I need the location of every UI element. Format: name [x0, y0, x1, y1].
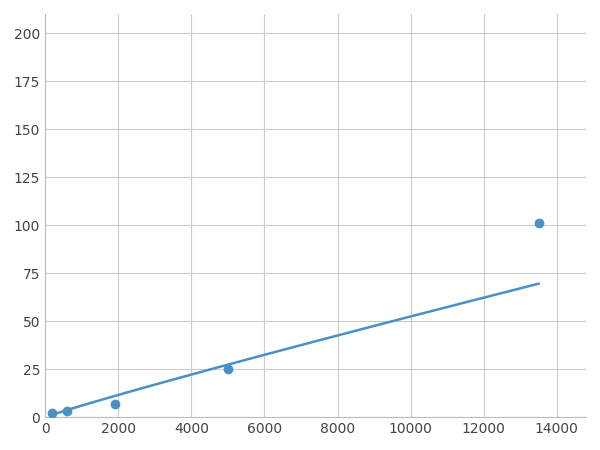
Point [47, 410, 57, 417]
Point [110, 400, 119, 407]
Point [223, 366, 233, 373]
Point [534, 220, 544, 227]
Point [62, 408, 72, 415]
